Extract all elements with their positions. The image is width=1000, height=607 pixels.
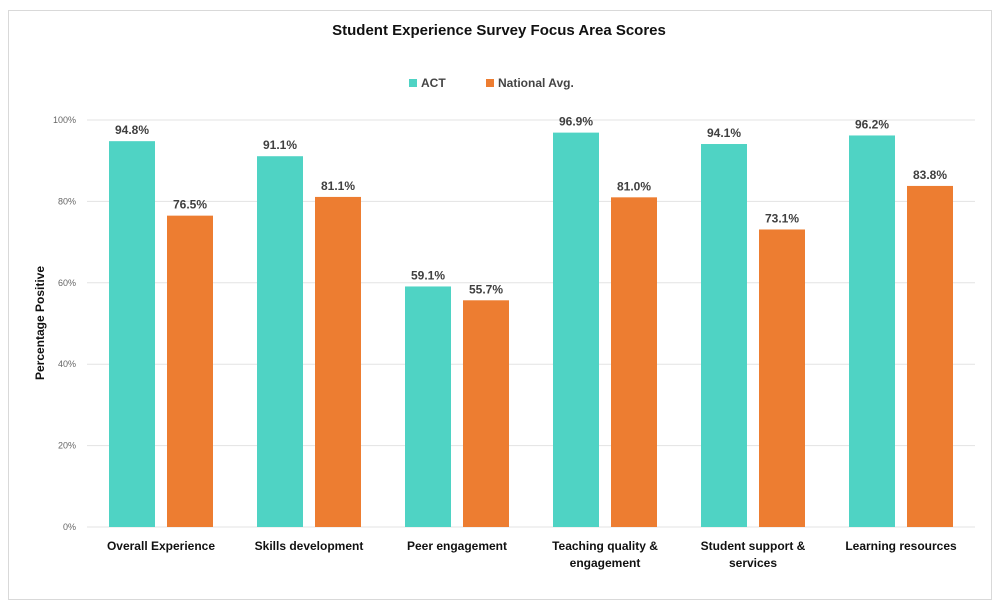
bar-national-avg	[463, 300, 509, 527]
category-label: Learning resources	[845, 539, 957, 553]
chart-title: Student Experience Survey Focus Area Sco…	[332, 22, 666, 39]
data-label: 81.1%	[321, 179, 355, 193]
y-tick-label: 20%	[58, 441, 76, 451]
data-label: 55.7%	[469, 282, 503, 296]
gridlines: 0% 20% 40% 60% 80% 100%	[53, 115, 975, 532]
bar-act	[109, 141, 155, 527]
category-label: Skills development	[255, 539, 364, 553]
data-label: 59.1%	[411, 268, 445, 282]
data-label: 76.5%	[173, 198, 207, 212]
data-label: 91.1%	[263, 138, 297, 152]
category-label-line: Skills development	[255, 539, 364, 553]
legend-swatch	[486, 79, 494, 87]
data-label: 96.2%	[855, 117, 889, 131]
bars: 94.8% 76.5% Overall Experience 91.1% 81.1% Sk…	[107, 115, 957, 570]
category-label-line: services	[729, 556, 777, 570]
bar-national-avg	[167, 215, 213, 527]
bar-act	[257, 156, 303, 527]
category-label: Peer engagement	[407, 539, 507, 553]
category-label: Student support & services	[701, 539, 806, 570]
y-tick-label: 100%	[53, 115, 76, 125]
bar-national-avg	[315, 196, 361, 527]
category-label-line: Learning resources	[845, 539, 957, 553]
category-label-line: Teaching quality &	[552, 539, 658, 553]
category-label: Overall Experience	[107, 539, 215, 553]
data-label: 83.8%	[913, 168, 947, 182]
legend-label: National Avg.	[498, 76, 574, 90]
legend: ACT National Avg.	[409, 76, 574, 90]
bar-national-avg	[611, 197, 657, 527]
data-label: 73.1%	[765, 211, 799, 225]
data-label: 81.0%	[617, 179, 651, 193]
bar-national-avg	[759, 229, 805, 527]
category-label-line: Peer engagement	[407, 539, 507, 553]
y-tick-label: 0%	[63, 522, 76, 532]
bar-act	[405, 286, 451, 527]
y-axis-label: Percentage Positive	[33, 266, 47, 380]
data-label: 94.8%	[115, 123, 149, 137]
data-label: 94.1%	[707, 126, 741, 140]
data-label: 96.9%	[559, 115, 593, 129]
legend-swatch	[409, 79, 417, 87]
y-tick-label: 80%	[58, 196, 76, 206]
category-label-line: Overall Experience	[107, 539, 215, 553]
bar-act	[849, 135, 895, 527]
category-label-line: engagement	[570, 556, 641, 570]
bar-act	[553, 132, 599, 527]
category-label: Teaching quality & engagement	[552, 539, 658, 570]
bar-national-avg	[907, 185, 953, 527]
y-tick-label: 40%	[58, 359, 76, 369]
bar-act	[701, 144, 747, 527]
y-tick-label: 60%	[58, 278, 76, 288]
legend-label: ACT	[421, 76, 446, 90]
category-label-line: Student support &	[701, 539, 806, 553]
